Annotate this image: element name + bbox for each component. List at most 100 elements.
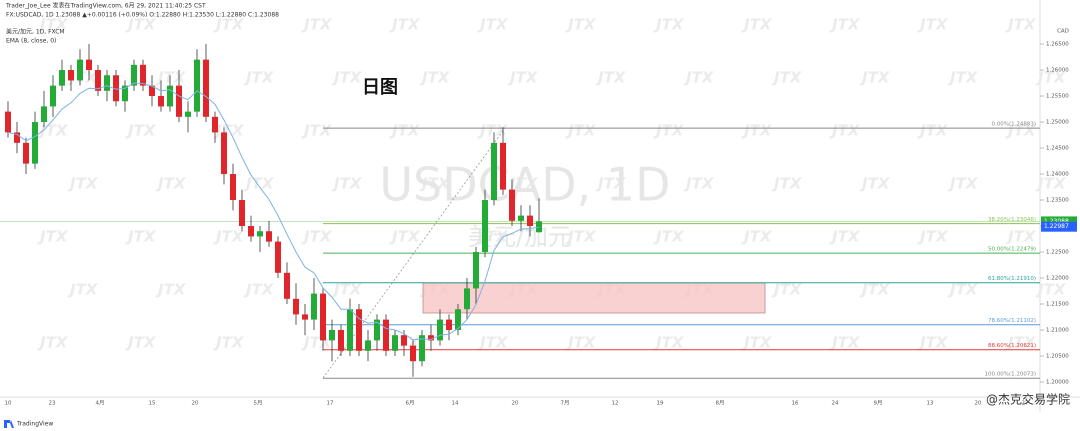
footer [0, 413, 1080, 431]
brand-watermark: JTX [741, 122, 773, 140]
brand-watermark: JTX [37, 16, 69, 34]
x-tick-label: 20 [975, 401, 982, 407]
x-tick-label: 8月 [716, 400, 725, 407]
candle-body [266, 231, 272, 242]
candle-body [320, 293, 326, 341]
brand-watermark: JTX [771, 175, 803, 193]
brand-watermark: JTX [67, 175, 99, 193]
brand-watermark: JTX [301, 334, 333, 352]
x-tick-label: 6月 [406, 400, 415, 407]
candle-body [185, 111, 191, 117]
candle-body [509, 189, 515, 221]
candle-body [446, 319, 452, 331]
brand-watermark: JTX [125, 228, 157, 246]
brand-watermark: JTX [859, 175, 891, 193]
y-tick-label: 1.25000 [1046, 120, 1069, 126]
candle-body [230, 174, 236, 201]
y-tick-label: 1.22500 [1046, 250, 1069, 256]
x-tick-label: 15 [149, 401, 156, 407]
candle-body [437, 319, 443, 341]
header-line: EMA (8, close, 0) [6, 38, 56, 45]
brand-watermark: JTX [331, 175, 363, 193]
ema-line [7, 82, 540, 341]
candle-body [77, 59, 83, 81]
brand-watermark: JTX [829, 122, 861, 140]
y-tick-label: 1.26000 [1046, 68, 1069, 74]
zone-box [422, 282, 766, 314]
brand-watermark: JTX [125, 122, 157, 140]
chart-title: 日图 [362, 77, 398, 98]
candle-body [491, 142, 497, 201]
candle-body [167, 85, 173, 107]
x-tick-label: 20 [192, 401, 199, 407]
brand-watermark: JTX [301, 228, 333, 246]
brand-watermark: JTX [1035, 175, 1067, 193]
brand-watermark: JTX [1005, 122, 1037, 140]
candle-body [284, 272, 290, 299]
ema-price-tag [1041, 221, 1077, 232]
brand-watermark: JTX [859, 281, 891, 299]
brand-watermark: JTX [243, 175, 275, 193]
brand-watermark: JTX [389, 16, 421, 34]
brand-watermark: JTX [243, 281, 275, 299]
candle-body [221, 132, 227, 175]
brand-watermark: JTX [507, 175, 539, 193]
brand-watermark: JTX [1005, 334, 1037, 352]
footer-logo: TradingView [16, 421, 53, 428]
brand-watermark: JTX [565, 334, 597, 352]
candle-body [338, 330, 344, 351]
candle-body [5, 111, 11, 133]
brand-watermark: JTX [419, 175, 451, 193]
candle-body [176, 85, 182, 117]
brand-watermark: JTX [477, 122, 509, 140]
candle-body [68, 70, 74, 81]
brand-watermark: JTX [1035, 281, 1067, 299]
candle-body [293, 298, 299, 315]
brand-watermark: JTX [389, 122, 421, 140]
watermarks: JTX JTX JTX JTX JTX JTX JTX JTX JTX JTX JTX JTX JTX J… [37, 16, 1067, 352]
header-line: Trader_Joe_Lee 发表在TradingView.com, 6月 29… [5, 2, 206, 10]
candle-body [410, 345, 416, 362]
candle-body [401, 335, 407, 346]
brand-watermark: JTX [829, 334, 861, 352]
brand-watermark: JTX [859, 69, 891, 87]
y-tick-label: 1.24500 [1046, 146, 1069, 152]
brand-watermark: JTX [331, 69, 363, 87]
ema-price-tag-label: 1.22987 [1044, 223, 1069, 230]
candle-body [428, 335, 434, 341]
brand-watermark: JTX [213, 334, 245, 352]
brand-watermark: JTX [741, 16, 773, 34]
fib-label: 88.60%(1.20621) [988, 343, 1036, 349]
brand-watermark: JTX [595, 175, 627, 193]
last-price-tag [1041, 216, 1077, 227]
x-tick-label: 12 [612, 401, 619, 407]
brand-watermark: JTX [829, 228, 861, 246]
candle-body [302, 314, 308, 320]
candle-body [356, 309, 362, 351]
candle-body [203, 59, 209, 117]
y-tick-label: 1.25500 [1046, 94, 1069, 100]
brand-watermark: JTX [683, 175, 715, 193]
candle-body [383, 319, 389, 351]
header-line: FX:USDCAD, 1D 1.23088 ▲+0.00116 (+0.09%)… [6, 12, 279, 19]
x-tick-label: 5月 [254, 400, 263, 407]
candle-body [86, 59, 92, 71]
candle-body [113, 75, 119, 102]
candle-body [500, 142, 506, 190]
candle-body [95, 70, 101, 91]
candle-body [275, 241, 281, 273]
candle-body [212, 116, 218, 133]
candle-body [464, 288, 470, 310]
brand-watermark: JTX [771, 281, 803, 299]
y-tick-label: 1.21000 [1046, 328, 1069, 334]
candle-body [23, 142, 29, 164]
brand-watermark: JTX [1005, 16, 1037, 34]
fib-label: 61.80%(1.21910) [988, 276, 1036, 282]
brand-watermark: JTX [829, 16, 861, 34]
brand-watermark: JTX [301, 122, 333, 140]
brand-watermark: JTX [37, 334, 69, 352]
x-tick-label: 7月 [561, 400, 570, 407]
brand-watermark: JTX [565, 228, 597, 246]
